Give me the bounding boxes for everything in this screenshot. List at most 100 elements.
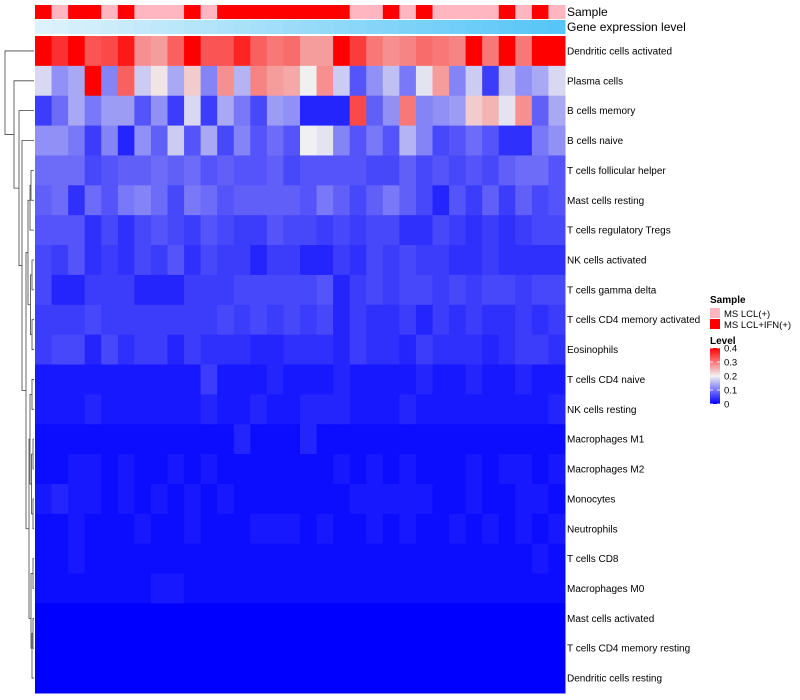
- heatmap-cell: [382, 424, 400, 455]
- heatmap-cell: [51, 483, 69, 515]
- heatmap-cell: [35, 274, 53, 306]
- heatmap-cell: [333, 125, 351, 156]
- legend-level-tick-label: 0.1: [724, 386, 737, 397]
- heatmap-cell: [432, 334, 450, 365]
- heatmap-cell: [482, 36, 500, 67]
- heatmap-cell: [266, 573, 284, 604]
- heatmap-cell: [117, 304, 135, 336]
- heatmap-cell: [415, 245, 433, 276]
- heatmap-cell: [399, 663, 417, 694]
- heatmap-cell: [316, 65, 334, 97]
- dendrogram-branch: [4, 50, 34, 135]
- heatmap-cell: [101, 573, 119, 604]
- sample-annotation-cell: [167, 5, 185, 19]
- heatmap-cell: [134, 633, 152, 664]
- heatmap-cell: [233, 245, 251, 276]
- heatmap-cell: [101, 125, 119, 156]
- heatmap-cell: [217, 245, 235, 276]
- heatmap-cell: [548, 424, 566, 455]
- row-label: B cells memory: [567, 106, 635, 117]
- heatmap-cell: [233, 65, 251, 97]
- heatmap-cell: [515, 543, 533, 575]
- heatmap-cell: [366, 603, 384, 634]
- heatmap-cell: [515, 513, 533, 545]
- heatmap-cell: [117, 95, 135, 127]
- heatmap-cell: [349, 364, 367, 395]
- heatmap-cell: [68, 424, 86, 455]
- heatmap-cell: [300, 483, 318, 515]
- heatmap-cell: [415, 215, 433, 246]
- heatmap-cell: [449, 424, 467, 455]
- heatmap-cell: [449, 364, 467, 395]
- legend-sample-title: Sample: [710, 295, 746, 306]
- heatmap-cell: [316, 364, 334, 395]
- heatmap-cell: [432, 65, 450, 97]
- heatmap-cell: [150, 334, 168, 365]
- heatmap-cell: [250, 95, 268, 127]
- heatmap-cell: [366, 274, 384, 306]
- heatmap-cell: [283, 245, 301, 276]
- heatmap-cell: [482, 454, 500, 485]
- heatmap-cell: [382, 215, 400, 246]
- heatmap-cell: [150, 543, 168, 575]
- heatmap-cell: [349, 543, 367, 575]
- heatmap-cell: [531, 603, 549, 634]
- heatmap-cell: [382, 65, 400, 97]
- sample-annotation-cell: [333, 5, 351, 19]
- heatmap-cell: [316, 663, 334, 694]
- row-label: T cells follicular helper: [567, 166, 666, 177]
- heatmap-cell: [399, 125, 417, 156]
- heatmap-cell: [35, 663, 53, 694]
- heatmap-cell: [531, 364, 549, 395]
- dendrogram-branch: [31, 319, 34, 350]
- sample-annotation-cell: [35, 5, 53, 19]
- heatmap-cell: [399, 334, 417, 365]
- heatmap-cell: [316, 245, 334, 276]
- heatmap-cell: [333, 95, 351, 127]
- heatmap-cell: [167, 36, 185, 67]
- heatmap-cell: [200, 483, 218, 515]
- heatmap-cell: [300, 185, 318, 216]
- heatmap-cell: [84, 304, 102, 336]
- heatmap-cell: [382, 364, 400, 395]
- heatmap-cell: [217, 155, 235, 186]
- heatmap-cell: [101, 663, 119, 694]
- heatmap-cell: [84, 454, 102, 485]
- heatmap-cell: [316, 95, 334, 127]
- heatmap-cell: [217, 543, 235, 575]
- row-label: Monocytes: [567, 494, 615, 505]
- heatmap-cell: [498, 215, 516, 246]
- heatmap-cell: [68, 65, 86, 97]
- heatmap-cell: [150, 215, 168, 246]
- heatmap-cell: [266, 603, 284, 634]
- expression-annotation-cell: [283, 20, 301, 34]
- heatmap-cell: [184, 573, 202, 604]
- heatmap-cell: [167, 663, 185, 694]
- heatmap-cell: [134, 65, 152, 97]
- row-label: Mast cells resting: [567, 196, 644, 207]
- heatmap-cell: [117, 633, 135, 664]
- heatmap-cell: [84, 633, 102, 664]
- heatmap-cell: [101, 364, 119, 395]
- heatmap-cell: [167, 454, 185, 485]
- heatmap-cell: [316, 274, 334, 306]
- heatmap-cell: [266, 334, 284, 365]
- heatmap-cell: [498, 633, 516, 664]
- heatmap-cell: [415, 633, 433, 664]
- row-label: Eosinophils: [567, 345, 618, 356]
- heatmap-cell: [150, 125, 168, 156]
- heatmap-cell: [432, 215, 450, 246]
- expression-annotation-cell: [531, 20, 549, 34]
- heatmap-cell: [250, 483, 268, 515]
- expression-annotation-cell: [449, 20, 467, 34]
- heatmap-cell: [35, 573, 53, 604]
- heatmap-cell: [399, 215, 417, 246]
- heatmap-cell: [217, 304, 235, 336]
- heatmap-cell: [399, 513, 417, 545]
- heatmap-cell: [382, 95, 400, 127]
- heatmap-cell: [167, 573, 185, 604]
- heatmap-cell: [283, 185, 301, 216]
- expression-annotation-cell: [432, 20, 450, 34]
- row-dendrogram: [4, 50, 34, 679]
- heatmap-cell: [68, 274, 86, 306]
